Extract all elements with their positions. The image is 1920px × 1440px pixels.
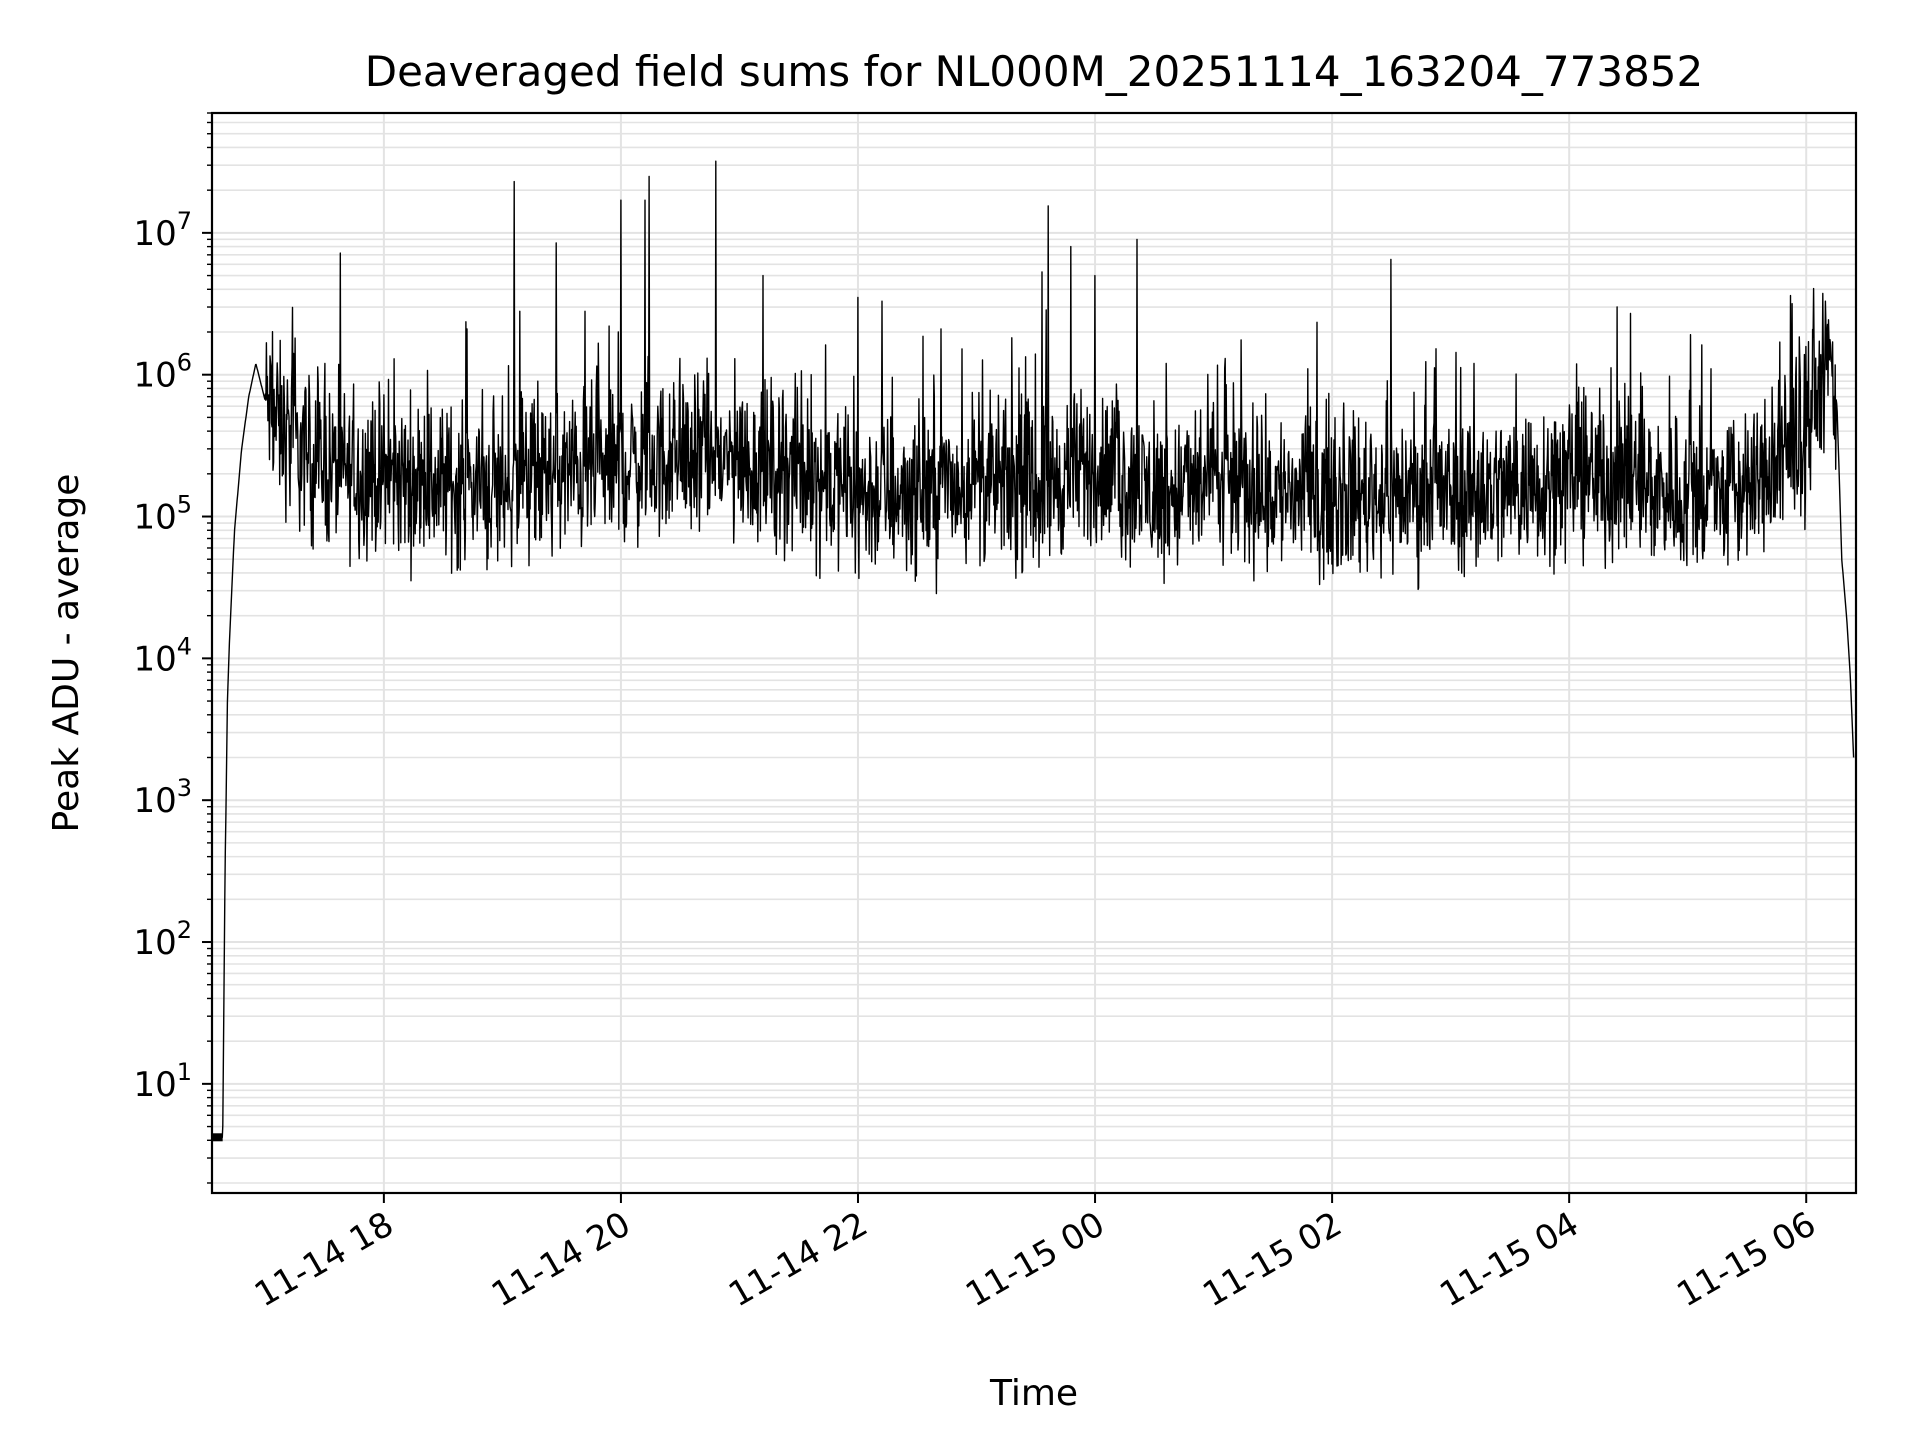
series-layer xyxy=(211,160,1855,1142)
y-tick-label: 107 xyxy=(133,207,192,254)
y-tick-base: 10 xyxy=(133,639,176,679)
y-tick-label: 103 xyxy=(133,774,192,821)
y-tick-base: 10 xyxy=(133,498,176,538)
y-tick-base: 10 xyxy=(133,214,176,254)
y-tick-base: 10 xyxy=(133,1065,176,1105)
start-plateau-marker xyxy=(212,1133,223,1142)
y-tick-exponent: 6 xyxy=(177,349,192,377)
y-tick-exponent: 5 xyxy=(177,491,192,519)
x-axis-label: Time xyxy=(989,1373,1078,1414)
y-tick-exponent: 7 xyxy=(177,207,192,235)
y-tick-exponent: 2 xyxy=(177,916,192,944)
series-line xyxy=(211,160,1855,1138)
y-tick-base: 10 xyxy=(133,781,176,821)
y-tick-label: 102 xyxy=(133,916,192,963)
plot-frame xyxy=(210,111,1858,1195)
y-tick-base: 10 xyxy=(133,356,176,396)
grid-layer xyxy=(212,112,1856,1193)
y-tick-label: 101 xyxy=(133,1058,192,1105)
y-tick-exponent: 1 xyxy=(177,1058,192,1086)
y-tick-exponent: 3 xyxy=(177,774,192,802)
y-tick-base: 10 xyxy=(133,923,176,963)
y-tick-label: 104 xyxy=(133,632,192,679)
y-tick-label: 106 xyxy=(133,349,192,396)
chart-title: Deaveraged field sums for NL000M_2025111… xyxy=(365,47,1704,96)
y-tick-label: 105 xyxy=(133,491,192,538)
y-axis-label: Peak ADU - average xyxy=(46,474,87,833)
y-tick-exponent: 4 xyxy=(177,632,192,660)
